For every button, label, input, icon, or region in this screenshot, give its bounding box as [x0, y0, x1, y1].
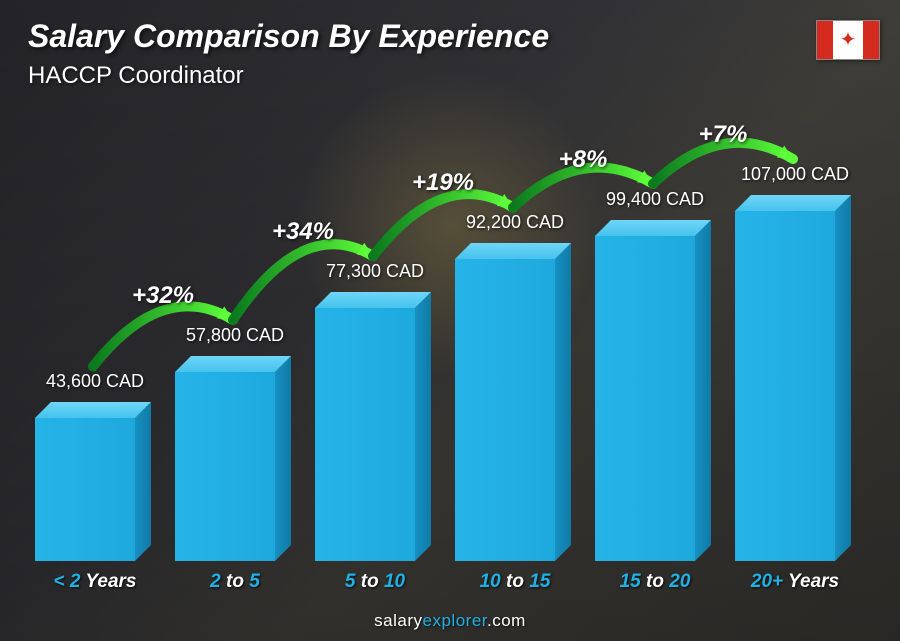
bar-top [455, 243, 571, 259]
footer-attribution: salaryexplorer.com [0, 611, 900, 631]
bar-slot: 99,400 CAD [585, 110, 725, 561]
x-axis-label: < 2 Years [25, 571, 165, 593]
bar [735, 211, 835, 561]
x-axis-label: 2 to 5 [165, 571, 305, 593]
infographic-stage: Salary Comparison By Experience HACCP Co… [0, 0, 900, 641]
x-axis-label: 15 to 20 [585, 571, 725, 593]
x-axis-label: 5 to 10 [305, 571, 445, 593]
bar-value-label: 107,000 CAD [725, 164, 865, 185]
bar-front [35, 418, 135, 561]
bar-chart: 43,600 CAD < 2 Years 57,800 CAD 2 to 5 77,30… [0, 110, 870, 601]
x-axis-label: 10 to 15 [445, 571, 585, 593]
bar [315, 308, 415, 561]
bar-top [175, 356, 291, 372]
bar-side [275, 356, 291, 561]
bar-front [595, 236, 695, 561]
bar-value-label: 57,800 CAD [165, 325, 305, 346]
bar-side [835, 195, 851, 561]
x-axis-label: 20+ Years [725, 571, 865, 593]
bar-side [415, 292, 431, 561]
bar-slot: 77,300 CAD [305, 110, 445, 561]
bar [175, 372, 275, 561]
bar-side [555, 243, 571, 561]
bar-slot: 43,600 CAD [25, 110, 165, 561]
bar-top [315, 292, 431, 308]
bar-value-label: 77,300 CAD [305, 261, 445, 282]
bar-front [455, 259, 555, 561]
footer-text-accent: explorer [423, 611, 487, 630]
bar-top [35, 402, 151, 418]
bar-side [135, 402, 151, 561]
bar [35, 418, 135, 561]
chart-subtitle: HACCP Coordinator [28, 62, 244, 90]
bar [455, 259, 555, 561]
bar [595, 236, 695, 561]
footer-text-suffix: .com [487, 611, 526, 630]
bar-value-label: 92,200 CAD [445, 212, 585, 233]
country-flag-canada: ✦ [816, 20, 880, 60]
chart-title: Salary Comparison By Experience [28, 18, 549, 55]
bar-top [595, 220, 711, 236]
bar-slot: 57,800 CAD [165, 110, 305, 561]
bar-front [735, 211, 835, 561]
bar-front [175, 372, 275, 561]
bar-value-label: 43,600 CAD [25, 371, 165, 392]
bar-top [735, 195, 851, 211]
bar-side [695, 220, 711, 561]
footer-text-prefix: salary [374, 611, 422, 630]
bar-front [315, 308, 415, 561]
bar-slot: 92,200 CAD [445, 110, 585, 561]
bar-slot: 107,000 CAD [725, 110, 865, 561]
bar-value-label: 99,400 CAD [585, 189, 725, 210]
